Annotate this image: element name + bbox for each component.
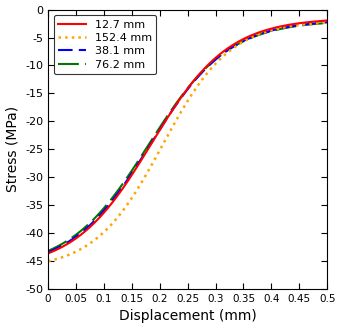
- 12.7 mm: [264, 28, 268, 32]
- 12.7 mm: [325, 18, 329, 22]
- 152.4 mm: [264, 30, 268, 34]
- 12.7 mm: [238, 39, 242, 43]
- 152.4 mm: [269, 29, 273, 33]
- 38.1 mm: [75, 234, 79, 238]
- 38.1 mm: [159, 126, 163, 130]
- 152.4 mm: [325, 21, 329, 25]
- 38.1 mm: [264, 30, 268, 34]
- 152.4 mm: [159, 146, 163, 150]
- 76.2 mm: [269, 29, 273, 33]
- 38.1 mm: [269, 29, 273, 33]
- Line: 38.1 mm: 38.1 mm: [48, 22, 327, 252]
- X-axis label: Displacement (mm): Displacement (mm): [119, 310, 256, 323]
- 12.7 mm: [159, 126, 163, 130]
- Y-axis label: Stress (MPa): Stress (MPa): [5, 106, 19, 192]
- Legend: 12.7 mm, 152.4 mm, 38.1 mm, 76.2 mm: 12.7 mm, 152.4 mm, 38.1 mm, 76.2 mm: [54, 15, 156, 74]
- 12.7 mm: [169, 110, 173, 114]
- 12.7 mm: [46, 251, 50, 255]
- 76.2 mm: [159, 124, 163, 128]
- 76.2 mm: [169, 109, 173, 113]
- Line: 12.7 mm: 12.7 mm: [48, 20, 327, 253]
- 76.2 mm: [238, 41, 242, 45]
- 152.4 mm: [238, 42, 242, 46]
- 76.2 mm: [46, 249, 50, 253]
- 12.7 mm: [269, 27, 273, 31]
- 38.1 mm: [169, 110, 173, 114]
- Line: 76.2 mm: 76.2 mm: [48, 23, 327, 251]
- 38.1 mm: [46, 250, 50, 254]
- 152.4 mm: [169, 128, 173, 132]
- 76.2 mm: [325, 21, 329, 25]
- 152.4 mm: [75, 249, 79, 253]
- 76.2 mm: [75, 232, 79, 236]
- Line: 152.4 mm: 152.4 mm: [48, 23, 327, 261]
- 76.2 mm: [264, 31, 268, 35]
- 12.7 mm: [75, 236, 79, 240]
- 38.1 mm: [325, 20, 329, 24]
- 152.4 mm: [46, 259, 50, 263]
- 38.1 mm: [238, 41, 242, 45]
